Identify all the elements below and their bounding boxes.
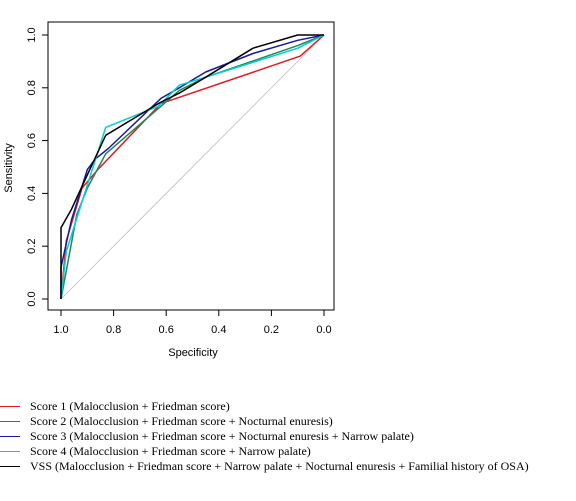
roc-curve-series-5 [60, 34, 324, 299]
roc-curve-series-2 [60, 34, 325, 300]
roc-curves [60, 34, 325, 300]
diagonal-line [60, 34, 325, 300]
x-tick-label: 0.4 [211, 324, 226, 336]
roc-curve-series-4 [60, 34, 325, 300]
legend-swatch [0, 451, 20, 452]
legend-swatch [0, 436, 20, 437]
roc-chart: 1.0 0.8 0.6 0.4 0.2 0.0 0.0 0.2 0.4 0.6 0.8 1.0 Sp… [3, 21, 335, 359]
legend-swatch [0, 406, 20, 407]
y-tick-label: 0.6 [26, 133, 38, 148]
y-tick-label: 1.0 [26, 27, 38, 42]
x-axis: 1.0 0.8 0.6 0.4 0.2 0.0 [53, 309, 332, 336]
x-tick-label: 0.0 [316, 324, 331, 336]
legend-item: Score 4 (Malocclusion + Friedman score +… [0, 443, 576, 458]
y-tick-label: 0.8 [26, 80, 38, 95]
legend-item: VSS (Malocclusion + Friedman score + Nar… [0, 458, 576, 473]
y-axis: 0.0 0.2 0.4 0.6 0.8 1.0 [26, 27, 49, 307]
legend-label: Score 2 (Malocclusion + Friedman score +… [30, 414, 333, 428]
legend-swatch [0, 466, 20, 467]
legend-label: Score 1 (Malocclusion + Friedman score) [30, 399, 230, 413]
y-tick-label: 0.0 [26, 291, 38, 306]
legend-label: Score 3 (Malocclusion + Friedman score +… [30, 429, 414, 443]
y-tick-label: 0.2 [26, 239, 38, 254]
legend: Score 1 (Malocclusion + Friedman score) S… [0, 398, 576, 473]
y-axis-title: Sensitivity [3, 143, 15, 193]
x-tick-label: 0.8 [106, 324, 121, 336]
x-tick-label: 1.0 [53, 324, 68, 336]
reference-diagonal [60, 34, 325, 300]
legend-item: Score 2 (Malocclusion + Friedman score +… [0, 413, 576, 428]
legend-label: Score 4 (Malocclusion + Friedman score +… [30, 444, 311, 458]
x-tick-label: 0.2 [264, 324, 279, 336]
roc-curve-series-3 [60, 34, 325, 299]
x-tick-label: 0.6 [159, 324, 174, 336]
legend-swatch [0, 421, 20, 422]
legend-item: Score 1 (Malocclusion + Friedman score) [0, 398, 576, 413]
x-axis-title: Specificity [168, 347, 218, 359]
y-tick-label: 0.4 [26, 186, 38, 201]
legend-item: Score 3 (Malocclusion + Friedman score +… [0, 428, 576, 443]
legend-label: VSS (Malocclusion + Friedman score + Nar… [30, 459, 529, 473]
